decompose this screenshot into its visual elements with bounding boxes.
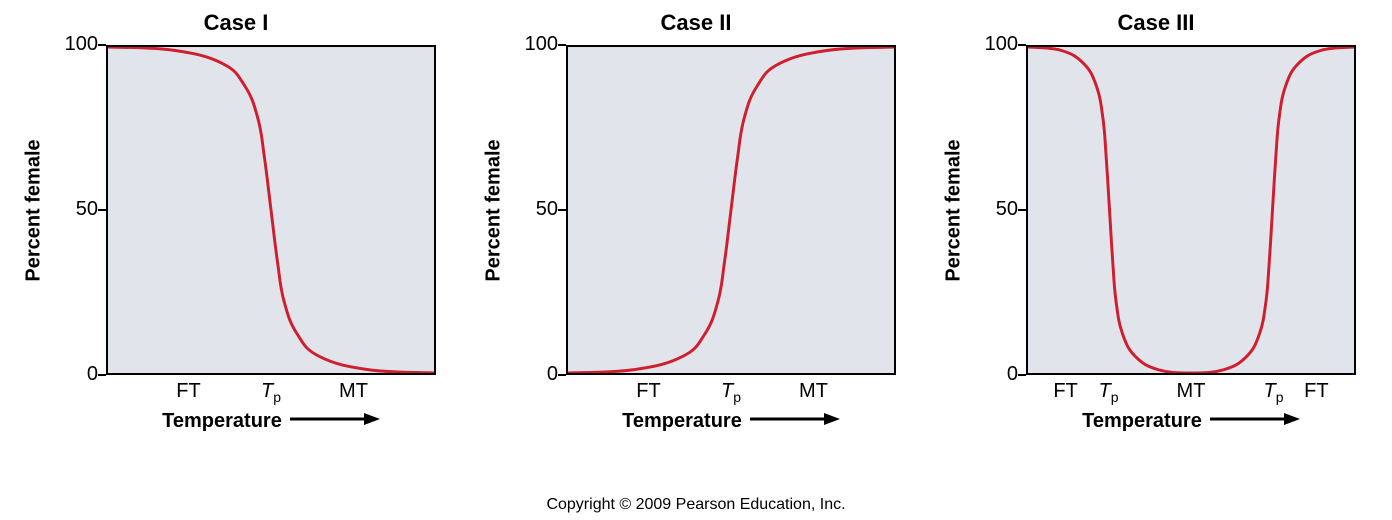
y-tick-label: 50 (508, 198, 558, 221)
data-curve (568, 47, 894, 373)
right-arrow-icon (750, 411, 840, 432)
data-curve (108, 47, 434, 373)
chart-panel: Case IPercent female050100FTTpMTTemperat… (16, 10, 456, 470)
chart-panel: Case IIIPercent female050100FTTpMTTpFTTe… (936, 10, 1376, 470)
x-tick-label: MT (339, 380, 368, 403)
y-tick-mark (558, 44, 566, 46)
y-axis-label: Percent female (482, 45, 506, 375)
x-tick-label: FT (636, 380, 660, 403)
y-tick-mark (1018, 209, 1026, 211)
x-tick-label: Tp (721, 380, 741, 405)
x-tick-label: FT (1053, 380, 1077, 403)
y-axis-label: Percent female (22, 45, 46, 375)
x-tick-row: FT Tp MT Tp FT (1026, 380, 1356, 410)
y-tick-label: 100 (968, 33, 1018, 56)
x-axis-label: Temperature (622, 410, 742, 433)
y-tick-label: 50 (968, 198, 1018, 221)
x-tick-row: FT Tp MT (566, 380, 896, 410)
x-tick-label: FT (176, 380, 200, 403)
chart-svg (1028, 47, 1354, 373)
y-axis-label-text: Percent female (23, 139, 46, 281)
y-axis-label-text: Percent female (483, 139, 506, 281)
x-axis-label-row: Temperature (1026, 410, 1356, 440)
y-tick-mark (98, 44, 106, 46)
y-axis-label-text: Percent female (943, 139, 966, 281)
copyright-text: Copyright © 2009 Pearson Education, Inc. (0, 496, 1392, 514)
y-tick-mark (1018, 374, 1026, 376)
y-tick-mark (558, 374, 566, 376)
x-axis-label: Temperature (1082, 410, 1202, 433)
y-tick-label: 100 (48, 33, 98, 56)
x-axis-label-row: Temperature (106, 410, 436, 440)
right-arrow-icon (1210, 411, 1300, 432)
plot-area (566, 45, 896, 375)
data-curve (1028, 47, 1354, 373)
y-tick-label: 0 (48, 363, 98, 386)
chart-svg (108, 47, 434, 373)
y-tick-mark (98, 209, 106, 211)
y-axis-label: Percent female (942, 45, 966, 375)
y-tick-label: 100 (508, 33, 558, 56)
y-tick-label: 0 (968, 363, 1018, 386)
right-arrow-icon (290, 411, 380, 432)
chart-panel: Case IIPercent female050100FTTpMTTempera… (476, 10, 916, 470)
x-tick-label: MT (799, 380, 828, 403)
x-tick-row: FT Tp MT (106, 380, 436, 410)
x-tick-label: FT (1304, 380, 1328, 403)
x-tick-label: Tp (1263, 380, 1283, 405)
plot-area (106, 45, 436, 375)
x-tick-label: Tp (261, 380, 281, 405)
y-tick-mark (1018, 44, 1026, 46)
panels-row: Case IPercent female050100FTTpMTTemperat… (0, 0, 1392, 470)
y-tick-mark (558, 209, 566, 211)
figure: Case IPercent female050100FTTpMTTemperat… (0, 0, 1392, 520)
y-tick-label: 0 (508, 363, 558, 386)
x-axis-label-row: Temperature (566, 410, 896, 440)
plot-area (1026, 45, 1356, 375)
x-axis-label: Temperature (162, 410, 282, 433)
chart-svg (568, 47, 894, 373)
y-tick-label: 50 (48, 198, 98, 221)
x-tick-label: MT (1177, 380, 1206, 403)
y-tick-mark (98, 374, 106, 376)
x-tick-label: Tp (1098, 380, 1118, 405)
